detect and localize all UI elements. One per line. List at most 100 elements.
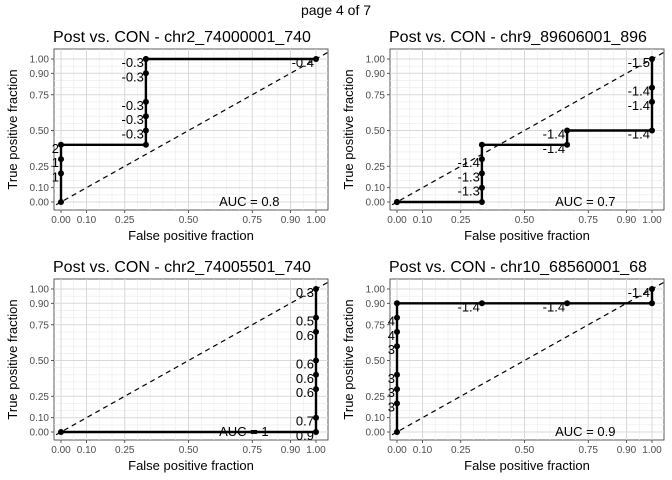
- x-tick-label: 0.90: [617, 445, 637, 456]
- auc-label: AUC = 1: [219, 424, 269, 439]
- roc-point: [478, 156, 485, 163]
- y-tick-label: 1.00: [366, 285, 386, 296]
- cutoff-label: 0.9: [296, 428, 314, 443]
- y-tick-label: 0.90: [366, 299, 386, 310]
- cutoff-label: -0.3: [122, 55, 144, 70]
- cutoff-label: -1.4: [543, 141, 565, 156]
- y-axis-title: True positive fraction: [341, 69, 356, 189]
- y-tick-label: 0.75: [366, 320, 386, 331]
- y-tick-label: 0.50: [366, 356, 386, 367]
- x-axis-title: False positive fraction: [464, 458, 590, 473]
- y-tick-label: 0.10: [366, 413, 386, 424]
- cutoff-label: 0.6: [296, 357, 314, 372]
- y-axis-title: True positive fraction: [5, 299, 20, 419]
- cutoff-label: 0.7: [296, 414, 314, 429]
- cutoff-label: 4: [388, 328, 395, 343]
- y-axis-title: True positive fraction: [5, 69, 20, 189]
- roc-point: [478, 300, 485, 307]
- cutoff-label: 3: [388, 371, 395, 386]
- roc-point: [649, 84, 655, 91]
- y-tick-label: 1.00: [30, 55, 50, 66]
- x-axis-title: False positive fraction: [128, 228, 254, 243]
- x-axis-title: False positive fraction: [464, 228, 590, 243]
- cutoff-label: 3: [388, 385, 395, 400]
- cutoff-label: 0.6: [296, 328, 314, 343]
- roc-point: [649, 127, 655, 134]
- x-tick-label: 0.10: [77, 215, 97, 226]
- roc-point: [313, 386, 319, 393]
- roc-point: [649, 300, 655, 307]
- y-tick-label: 0.25: [30, 162, 50, 173]
- roc-point: [394, 343, 400, 350]
- x-tick-label: 0.25: [115, 445, 135, 456]
- cutoff-label: -1.3: [458, 169, 480, 184]
- x-tick-label: 1.00: [642, 215, 662, 226]
- roc-point: [313, 286, 319, 292]
- roc-point: [478, 170, 485, 177]
- auc-label: AUC = 0.7: [555, 194, 615, 209]
- roc-point: [394, 400, 400, 407]
- x-tick-label: 1.00: [306, 215, 326, 226]
- y-tick-label: 0.25: [366, 162, 386, 173]
- auc-label: AUC = 0.9: [555, 424, 615, 439]
- y-tick-label: 0.10: [30, 183, 50, 194]
- x-tick-label: 0.00: [51, 215, 71, 226]
- x-tick-label: 1.00: [306, 445, 326, 456]
- cutoff-label: -0.3: [122, 112, 144, 127]
- y-tick-label: 1.00: [30, 285, 50, 296]
- roc-point: [394, 328, 400, 335]
- cutoff-label: 3: [388, 399, 395, 414]
- x-tick-label: 0.50: [515, 215, 535, 226]
- page-title: page 4 of 7: [300, 2, 372, 18]
- roc-point: [394, 371, 400, 378]
- roc-point: [478, 199, 485, 205]
- reference-diagonal-line: [54, 51, 328, 207]
- y-tick-label: 0.90: [30, 69, 50, 80]
- roc-point: [394, 429, 400, 435]
- panel-title: Post vs. CON - chr2_74005501_740: [53, 259, 311, 276]
- roc-point: [313, 414, 319, 421]
- cutoff-label: 1: [52, 169, 59, 184]
- cutoff-label: 0.3: [296, 285, 314, 300]
- cutoff-label: -1.3: [458, 184, 480, 199]
- x-tick-label: 0.75: [579, 445, 599, 456]
- roc-point: [313, 314, 319, 321]
- cutoff-label: -1.5: [628, 55, 650, 70]
- gridlines: [54, 49, 328, 210]
- y-axis-title: True positive fraction: [341, 299, 356, 419]
- y-tick-label: 0.10: [30, 413, 50, 424]
- y-tick-label: 0.00: [30, 428, 50, 439]
- roc-point: [394, 314, 400, 321]
- cutoff-label: -1.4: [543, 127, 565, 142]
- auc-label: AUC = 0.8: [219, 194, 279, 209]
- roc-point: [394, 199, 400, 205]
- y-tick-label: 0.90: [30, 299, 50, 310]
- panel-title: Post vs. CON - chr9_89606001_896: [389, 29, 647, 46]
- roc-point: [649, 56, 655, 62]
- y-tick-label: 0.25: [30, 392, 50, 403]
- roc-point: [564, 127, 571, 134]
- x-tick-label: 0.50: [179, 215, 199, 226]
- roc-point: [142, 56, 149, 62]
- roc-point: [313, 429, 319, 435]
- roc-point: [394, 300, 400, 307]
- x-tick-label: 1.00: [642, 445, 662, 456]
- x-tick-label: 0.25: [451, 215, 471, 226]
- y-tick-label: 0.00: [30, 198, 50, 209]
- roc-point: [394, 386, 400, 393]
- x-tick-label: 0.90: [281, 445, 301, 456]
- y-tick-label: 0.00: [366, 428, 386, 439]
- x-tick-label: 0.10: [413, 445, 433, 456]
- y-tick-label: 0.75: [366, 90, 386, 101]
- cutoff-label: -0.3: [122, 98, 144, 113]
- roc-panel-2: -1.4-1.3-1.3-1.4-1.4-1.5-1.4-1.4-1.4AUC …: [341, 29, 665, 243]
- panel-title: Post vs. CON - chr2_74000001_740: [53, 29, 311, 46]
- x-axis-title: False positive fraction: [128, 458, 254, 473]
- x-tick-label: 0.00: [387, 215, 407, 226]
- x-tick-label: 0.90: [617, 215, 637, 226]
- roc-point: [313, 371, 319, 378]
- y-tick-label: 0.50: [30, 126, 50, 137]
- y-tick-label: 0.75: [30, 90, 50, 101]
- y-tick-label: 1.00: [366, 55, 386, 66]
